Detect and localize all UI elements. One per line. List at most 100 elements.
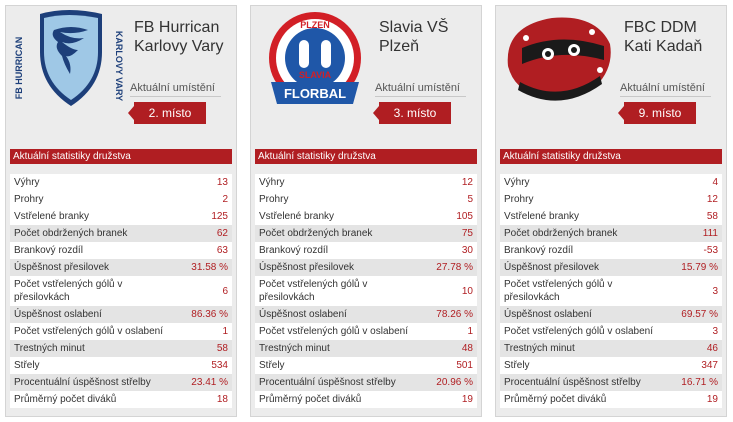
stat-value: 1: [222, 326, 228, 337]
stat-label: Počet vstřelených gólů v přesilovkách: [259, 279, 368, 303]
rank-badge: 9. místo: [618, 102, 696, 124]
stat-value: 48: [423, 340, 477, 357]
stats-table: Výhry 12 Prohry 5 Vstřelené branky 10 5 Poče…: [255, 174, 477, 408]
stat-label: Střely: [14, 360, 40, 371]
table-row: Úspěšnost oslabení 78.26 %: [255, 306, 477, 323]
stat-label: Úspěšnost oslabení: [500, 306, 668, 323]
stats-header: Aktuální statistiky družstva: [10, 149, 232, 164]
table-row: Počet obdržených branek 111: [500, 225, 722, 242]
stat-value: 20.96 %: [423, 374, 477, 391]
stat-value: 347: [701, 360, 718, 371]
stat-value: 86.36 %: [178, 306, 232, 323]
location-label: Aktuální umístění: [620, 82, 711, 97]
stat-label: Prohry: [504, 194, 534, 205]
table-row: Počet obdržených branek 75: [255, 225, 477, 242]
stat-value: 75: [423, 225, 477, 242]
table-row: Výhry 12: [255, 174, 477, 191]
stat-label: Procentuální úspěšnost střelby: [10, 374, 178, 391]
table-row: Brankový rozdíl 30: [255, 242, 477, 259]
table-row: Vstřelené branky 125: [10, 208, 232, 225]
stat-value: 63: [216, 245, 228, 256]
stat-label: Průměrný počet diváků: [14, 394, 117, 405]
table-row: Počet vstřelených gólů v oslabení 1: [10, 323, 232, 340]
logo-text-top: PLZEŇ: [300, 19, 330, 30]
stat-label: Úspěšnost přesilovek: [255, 259, 423, 276]
stat-label: Vstřelené branky: [259, 211, 335, 222]
stat-label: Brankový rozdíl: [504, 245, 573, 256]
stat-label: Počet vstřelených gólů v oslabení: [504, 326, 653, 337]
stat-value: 5: [467, 194, 473, 205]
stat-label: Vstřelené branky: [504, 211, 580, 222]
table-row: Střely 534: [10, 357, 232, 374]
stat-value: 78.26 %: [423, 306, 477, 323]
stat-value: 18: [216, 394, 228, 405]
stat-label: Počet vstřelených gólů v přesilovkách: [504, 279, 613, 303]
team-card-kadan: FBC DDM Kati Kadaň Aktuální umístění 9. …: [495, 5, 727, 417]
team-name: FB Hurrican Karlovy Vary: [134, 19, 224, 55]
stat-label: Střely: [504, 360, 530, 371]
logo-text-ring: SLAVIA: [299, 70, 332, 80]
location-label: Aktuální umístění: [130, 82, 221, 97]
rank-badge: 3. místo: [373, 102, 451, 124]
stat-value: 16.71 %: [668, 374, 722, 391]
stat-value: 534: [211, 360, 228, 371]
stats-header: Aktuální statistiky družstva: [500, 149, 722, 164]
fbc-kadan-logo: [507, 17, 611, 101]
stat-value: 2: [222, 194, 228, 205]
stats-header: Aktuální statistiky družstva: [255, 149, 477, 164]
stat-label: Prohry: [14, 194, 44, 205]
stat-value: 13: [216, 177, 228, 188]
stat-label: Procentuální úspěšnost střelby: [500, 374, 668, 391]
stat-label: Počet obdržených branek: [255, 225, 423, 242]
stat-label: Úspěšnost přesilovek: [500, 259, 668, 276]
table-row: Prohry 2: [10, 191, 232, 208]
team-card-hurrican: FB HURRICAN KARLOVY VARY FB Hurrican Kar…: [5, 5, 237, 417]
stat-value: 3: [712, 326, 718, 337]
table-row: Výhry 13: [10, 174, 232, 191]
table-row: Prohry 5: [255, 191, 477, 208]
stat-label: Brankový rozdíl: [14, 245, 83, 256]
stat-value: 4: [712, 177, 718, 188]
stat-label: Úspěšnost přesilovek: [10, 259, 178, 276]
stat-label: Počet obdržených branek: [500, 225, 668, 242]
table-row: Střely 347: [500, 357, 722, 374]
stat-label: Výhry: [14, 177, 40, 188]
table-row: Trestných minut 48: [255, 340, 477, 357]
table-row: Úspěšnost přesilovek 27.78 %: [255, 259, 477, 276]
team-name: Slavia VŠ Plzeň: [379, 19, 449, 55]
stat-value: 58: [178, 340, 232, 357]
table-row: Úspěšnost oslabení 69.57 %: [500, 306, 722, 323]
table-row: Trestných minut 58: [10, 340, 232, 357]
team-name: FBC DDM Kati Kadaň: [624, 19, 703, 55]
stat-value: 27.78 %: [423, 259, 477, 276]
stat-value: 62: [178, 225, 232, 242]
stat-label: Průměrný počet diváků: [259, 394, 362, 405]
stat-value: 31.58 %: [178, 259, 232, 276]
stat-value: 15.79 %: [668, 259, 722, 276]
stat-value: 6: [222, 285, 228, 297]
stat-label: Prohry: [259, 194, 289, 205]
stat-label: Střely: [259, 360, 285, 371]
slavia-plzen-logo: PLZEŇ SLAVIA FLORBAL: [269, 12, 361, 104]
logo-text-bottom: FLORBAL: [284, 86, 346, 101]
stat-label: Trestných minut: [255, 340, 423, 357]
stat-label: Počet vstřelených gólů v oslabení: [14, 326, 163, 337]
stat-label: Vstřelené branky: [14, 211, 90, 222]
table-row: Úspěšnost přesilovek 31.58 %: [10, 259, 232, 276]
table-row: Počet obdržených branek 62: [10, 225, 232, 242]
stat-value: 10: [461, 285, 473, 297]
table-row: Procentuální úspěšnost střelby 23.41 %: [10, 374, 232, 391]
table-row: Brankový rozdíl 63: [10, 242, 232, 259]
rank-badge: 2. místo: [128, 102, 206, 124]
table-row: Prohry 12: [500, 191, 722, 208]
table-row: Trestných minut 46: [500, 340, 722, 357]
stat-value: 12: [461, 177, 473, 188]
stat-value: 3: [712, 285, 718, 297]
stat-label: Počet obdržených branek: [10, 225, 178, 242]
stat-label: Trestných minut: [500, 340, 668, 357]
table-row: Počet vstřelených gólů v oslabení 3: [500, 323, 722, 340]
stat-value: 19: [706, 394, 718, 405]
stat-value: 23.41 %: [178, 374, 232, 391]
fb-hurrican-logo: FB HURRICAN KARLOVY VARY: [14, 10, 124, 106]
stat-value: 19: [461, 394, 473, 405]
